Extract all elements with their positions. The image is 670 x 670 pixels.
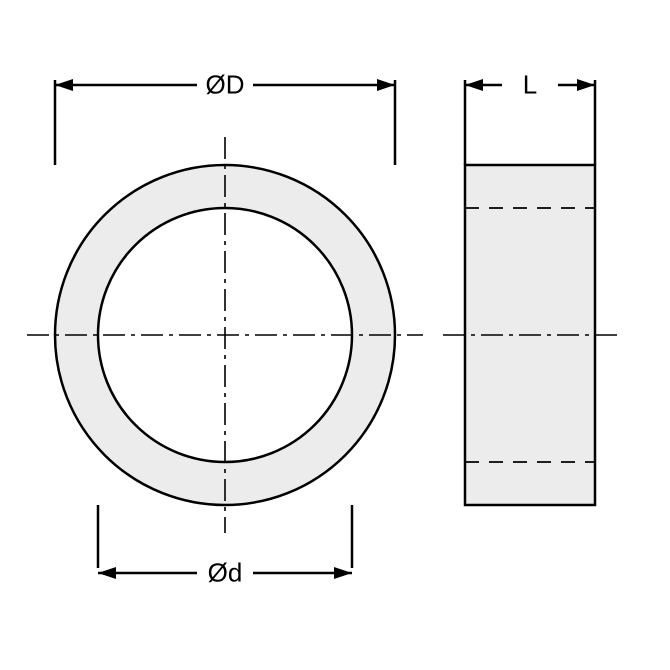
dimension-label-outer-diameter: ØD [206, 70, 245, 101]
drawing-canvas: ØD Ød L [0, 0, 670, 670]
dimension-label-length: L [523, 70, 537, 101]
dimension-label-inner-diameter: Ød [208, 558, 243, 589]
drawing-svg [0, 0, 670, 670]
